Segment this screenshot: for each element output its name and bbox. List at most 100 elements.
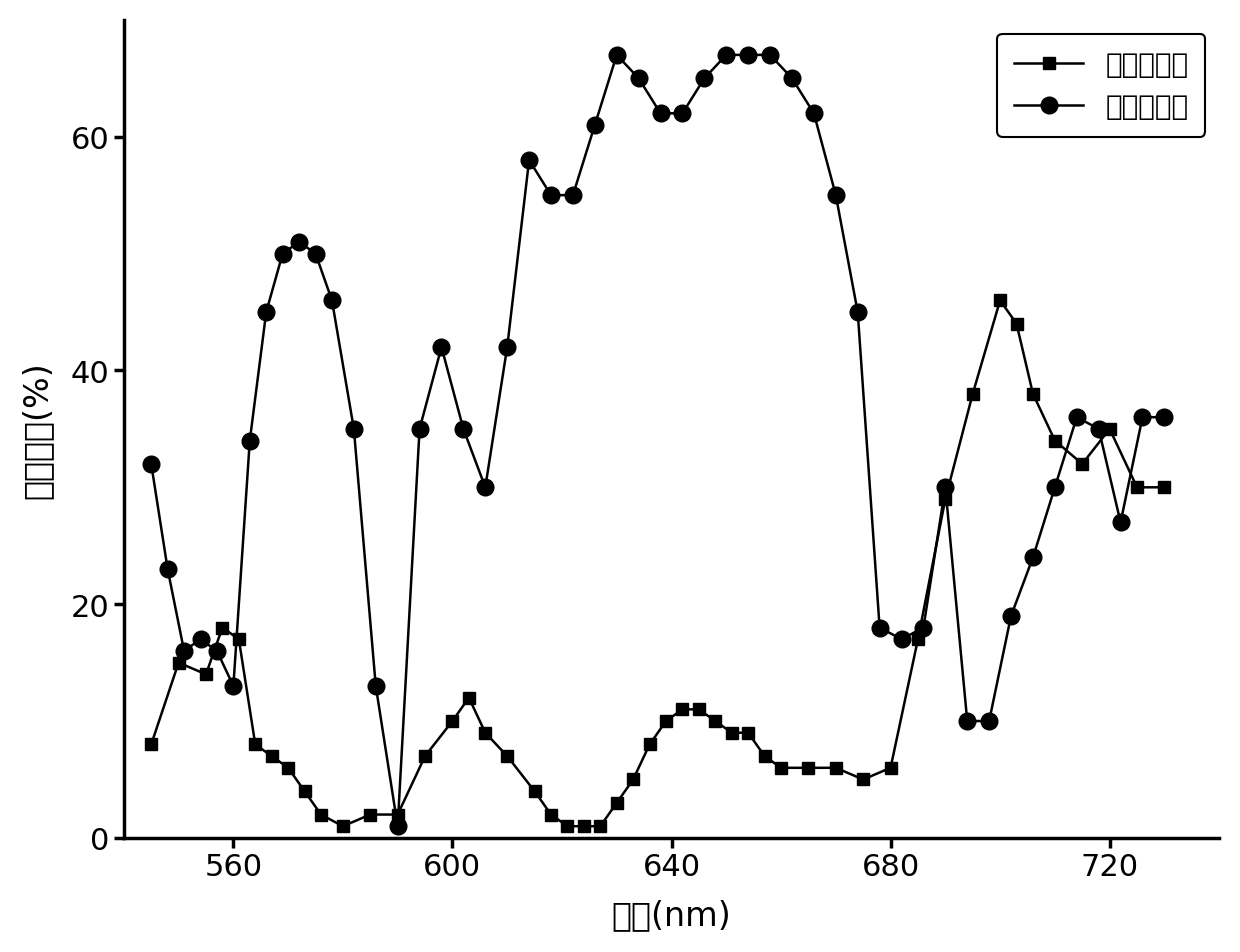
Line: 同向偏振光: 同向偏振光 bbox=[145, 295, 1171, 832]
反向偏振光 bbox=[1157, 412, 1172, 424]
同向偏振光 bbox=[910, 634, 925, 645]
同向偏振光 bbox=[801, 763, 816, 774]
同向偏振光 bbox=[500, 750, 515, 762]
同向偏振光 bbox=[391, 809, 405, 821]
同向偏振光 bbox=[445, 716, 460, 727]
反向偏振光 bbox=[609, 50, 624, 62]
同向偏振光 bbox=[758, 750, 773, 762]
Legend: 同向偏振光, 反向偏振光: 同向偏振光, 反向偏振光 bbox=[997, 34, 1205, 138]
同向偏振光 bbox=[1157, 482, 1172, 493]
同向偏振光 bbox=[248, 739, 263, 750]
同向偏振光 bbox=[461, 692, 476, 704]
反向偏振光 bbox=[982, 716, 997, 727]
同向偏振光 bbox=[675, 704, 689, 715]
反向偏振光 bbox=[226, 681, 241, 692]
反向偏振光 bbox=[1114, 517, 1128, 528]
反向偏振光 bbox=[144, 459, 159, 470]
反向偏振光 bbox=[806, 109, 821, 120]
同向偏振光 bbox=[883, 763, 898, 774]
同向偏振光 bbox=[280, 763, 295, 774]
同向偏振光 bbox=[232, 634, 247, 645]
同向偏振光 bbox=[642, 739, 657, 750]
反向偏振光 bbox=[960, 716, 975, 727]
反向偏振光 bbox=[828, 190, 843, 202]
反向偏振光 bbox=[1003, 610, 1018, 622]
同向偏振光 bbox=[198, 669, 213, 681]
反向偏振光 bbox=[894, 634, 909, 645]
同向偏振光 bbox=[626, 774, 641, 785]
Line: 反向偏振光: 反向偏振光 bbox=[143, 48, 1173, 835]
反向偏振光 bbox=[160, 564, 175, 575]
反向偏振光 bbox=[412, 424, 427, 435]
同向偏振光 bbox=[543, 809, 558, 821]
同向偏振光 bbox=[1102, 424, 1117, 435]
同向偏振光 bbox=[363, 809, 378, 821]
反向偏振光 bbox=[522, 155, 537, 167]
反向偏振光 bbox=[1135, 412, 1149, 424]
反向偏振光 bbox=[259, 307, 274, 318]
同向偏振光 bbox=[856, 774, 870, 785]
反向偏振光 bbox=[675, 109, 689, 120]
反向偏振光 bbox=[697, 73, 712, 85]
同向偏振光 bbox=[828, 763, 843, 774]
同向偏振光 bbox=[577, 821, 591, 832]
反向偏振光 bbox=[275, 248, 290, 260]
反向偏振光 bbox=[565, 190, 580, 202]
同向偏振光 bbox=[264, 750, 279, 762]
同向偏振光 bbox=[560, 821, 575, 832]
反向偏振光 bbox=[1091, 424, 1106, 435]
反向偏振光 bbox=[740, 50, 755, 62]
反向偏振光 bbox=[210, 645, 224, 657]
同向偏振光 bbox=[708, 716, 723, 727]
反向偏振光 bbox=[308, 248, 322, 260]
同向偏振光 bbox=[609, 798, 624, 809]
反向偏振光 bbox=[543, 190, 558, 202]
同向偏振光 bbox=[658, 716, 673, 727]
同向偏振光 bbox=[774, 763, 789, 774]
反向偏振光 bbox=[500, 342, 515, 353]
同向偏振光 bbox=[144, 739, 159, 750]
同向偏振光 bbox=[692, 704, 707, 715]
反向偏振光 bbox=[456, 424, 471, 435]
同向偏振光 bbox=[1048, 435, 1063, 446]
同向偏振光 bbox=[215, 623, 229, 634]
反向偏振光 bbox=[916, 623, 931, 634]
同向偏振光 bbox=[314, 809, 329, 821]
同向偏振光 bbox=[1130, 482, 1145, 493]
同向偏振光 bbox=[1009, 319, 1024, 330]
同向偏振光 bbox=[740, 727, 755, 739]
同向偏振光 bbox=[965, 388, 980, 400]
反向偏振光 bbox=[242, 435, 257, 446]
反向偏振光 bbox=[1025, 552, 1040, 564]
反向偏振光 bbox=[719, 50, 734, 62]
反向偏振光 bbox=[1069, 412, 1084, 424]
反向偏振光 bbox=[653, 109, 668, 120]
同向偏振光 bbox=[724, 727, 739, 739]
Y-axis label: 反射效率(%): 反射效率(%) bbox=[21, 361, 53, 498]
反向偏振光 bbox=[325, 295, 340, 307]
同向偏振光 bbox=[593, 821, 608, 832]
反向偏振光 bbox=[368, 681, 383, 692]
反向偏振光 bbox=[346, 424, 361, 435]
同向偏振光 bbox=[477, 727, 492, 739]
反向偏振光 bbox=[588, 120, 603, 131]
同向偏振光 bbox=[336, 821, 351, 832]
反向偏振光 bbox=[631, 73, 646, 85]
反向偏振光 bbox=[434, 342, 449, 353]
反向偏振光 bbox=[1048, 482, 1063, 493]
反向偏振光 bbox=[193, 634, 208, 645]
反向偏振光 bbox=[763, 50, 777, 62]
反向偏振光 bbox=[176, 645, 191, 657]
同向偏振光 bbox=[171, 657, 186, 668]
反向偏振光 bbox=[785, 73, 800, 85]
反向偏振光 bbox=[477, 482, 492, 493]
同向偏振光 bbox=[937, 494, 952, 506]
同向偏振光 bbox=[1025, 388, 1040, 400]
反向偏振光 bbox=[872, 623, 887, 634]
反向偏振光 bbox=[391, 821, 405, 832]
X-axis label: 波长(nm): 波长(nm) bbox=[611, 899, 732, 931]
反向偏振光 bbox=[937, 482, 952, 493]
同向偏振光 bbox=[418, 750, 433, 762]
反向偏振光 bbox=[851, 307, 866, 318]
同向偏振光 bbox=[993, 295, 1008, 307]
